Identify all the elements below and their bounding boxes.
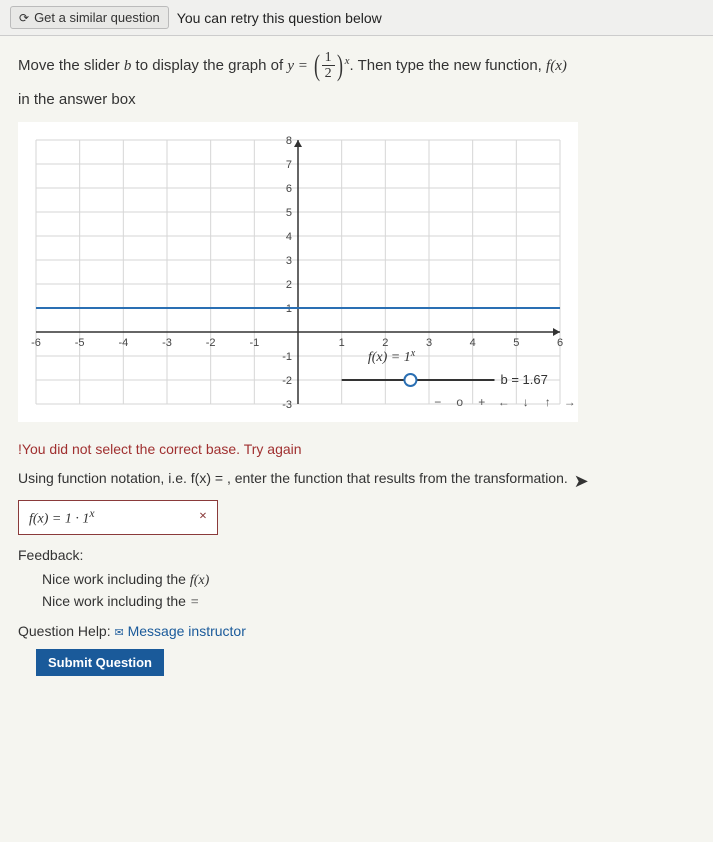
- svg-text:4: 4: [470, 337, 476, 349]
- refresh-icon: ⟳: [19, 11, 29, 25]
- instruction-text: Using function notation, i.e. f(x) = , e…: [18, 465, 695, 490]
- svg-text:−: −: [434, 395, 441, 409]
- similar-question-button[interactable]: ⟳ Get a similar question: [10, 6, 169, 29]
- svg-text:2: 2: [382, 337, 388, 349]
- svg-text:3: 3: [426, 337, 432, 349]
- graph-container: -6-5-4-3-2-1123456-3-2-112345678f(x) = 1…: [18, 122, 695, 427]
- svg-text:b = 1.67: b = 1.67: [501, 372, 548, 387]
- svg-text:-5: -5: [75, 337, 85, 349]
- answer-row: f(x) = 1 · 1x ×: [18, 500, 695, 535]
- svg-text:-3: -3: [162, 337, 172, 349]
- svg-text:-1: -1: [249, 337, 259, 349]
- svg-text:→: →: [564, 395, 576, 409]
- eq-lhs: y =: [287, 58, 311, 74]
- feedback-line-1: Nice work including the f(x): [42, 569, 695, 591]
- svg-text:-3: -3: [282, 399, 292, 411]
- envelope-icon: ✉: [115, 627, 124, 639]
- feedback-line-2: Nice work including the =: [42, 591, 695, 613]
- svg-text:↑: ↑: [545, 395, 551, 409]
- svg-text:8: 8: [286, 135, 292, 147]
- frac-num: 1: [322, 50, 335, 66]
- answer-text: f(x) = 1 · 1x: [29, 507, 95, 528]
- svg-text:5: 5: [286, 207, 292, 219]
- cursor-icon: ➤: [574, 469, 589, 494]
- graph-svg[interactable]: -6-5-4-3-2-1123456-3-2-112345678f(x) = 1…: [18, 122, 578, 422]
- svg-text:f(x) = 1x: f(x) = 1x: [368, 347, 416, 365]
- frac-den: 2: [322, 66, 335, 81]
- top-bar: ⟳ Get a similar question You can retry t…: [0, 0, 713, 36]
- svg-text:-4: -4: [118, 337, 128, 349]
- prompt-line-1: Move the slider b to display the graph o…: [18, 50, 695, 82]
- svg-text:3: 3: [286, 255, 292, 267]
- prompt-text: . Then type the new function,: [350, 57, 547, 74]
- svg-text:o: o: [456, 395, 463, 409]
- svg-text:6: 6: [286, 183, 292, 195]
- feedback-label: Feedback:: [18, 547, 695, 563]
- help-row: Question Help: ✉ Message instructor: [18, 623, 695, 639]
- prompt-text: Move the slider: [18, 57, 124, 74]
- feedback-lines: Nice work including the f(x) Nice work i…: [42, 569, 695, 613]
- svg-text:-1: -1: [282, 351, 292, 363]
- svg-text:6: 6: [557, 337, 563, 349]
- help-link-text: Message instructor: [128, 623, 246, 639]
- fraction: (12): [312, 50, 345, 82]
- svg-text:↓: ↓: [523, 395, 529, 409]
- svg-text:-6: -6: [31, 337, 41, 349]
- svg-text:-2: -2: [282, 375, 292, 387]
- message-instructor-link[interactable]: ✉ Message instructor: [115, 623, 246, 639]
- prompt-line-2: in the answer box: [18, 88, 695, 112]
- submit-button[interactable]: Submit Question: [36, 649, 164, 676]
- question-content: Move the slider b to display the graph o…: [0, 36, 713, 694]
- svg-text:-2: -2: [206, 337, 216, 349]
- prompt-text: to display the graph of: [131, 57, 287, 74]
- svg-text:1: 1: [339, 337, 345, 349]
- svg-text:2: 2: [286, 279, 292, 291]
- answer-input[interactable]: f(x) = 1 · 1x ×: [18, 500, 218, 535]
- similar-question-label: Get a similar question: [34, 10, 160, 25]
- retry-text: You can retry this question below: [177, 10, 382, 26]
- svg-text:+: +: [478, 395, 485, 409]
- svg-text:4: 4: [286, 231, 292, 243]
- svg-text:←: ←: [498, 395, 510, 409]
- help-label: Question Help:: [18, 623, 111, 639]
- svg-text:7: 7: [286, 159, 292, 171]
- clear-answer-button[interactable]: ×: [199, 509, 207, 525]
- error-feedback: !You did not select the correct base. Tr…: [18, 441, 695, 457]
- instruction-label: Using function notation, i.e. f(x) = , e…: [18, 470, 568, 486]
- fn-name: f(x): [546, 58, 567, 74]
- svg-text:5: 5: [513, 337, 519, 349]
